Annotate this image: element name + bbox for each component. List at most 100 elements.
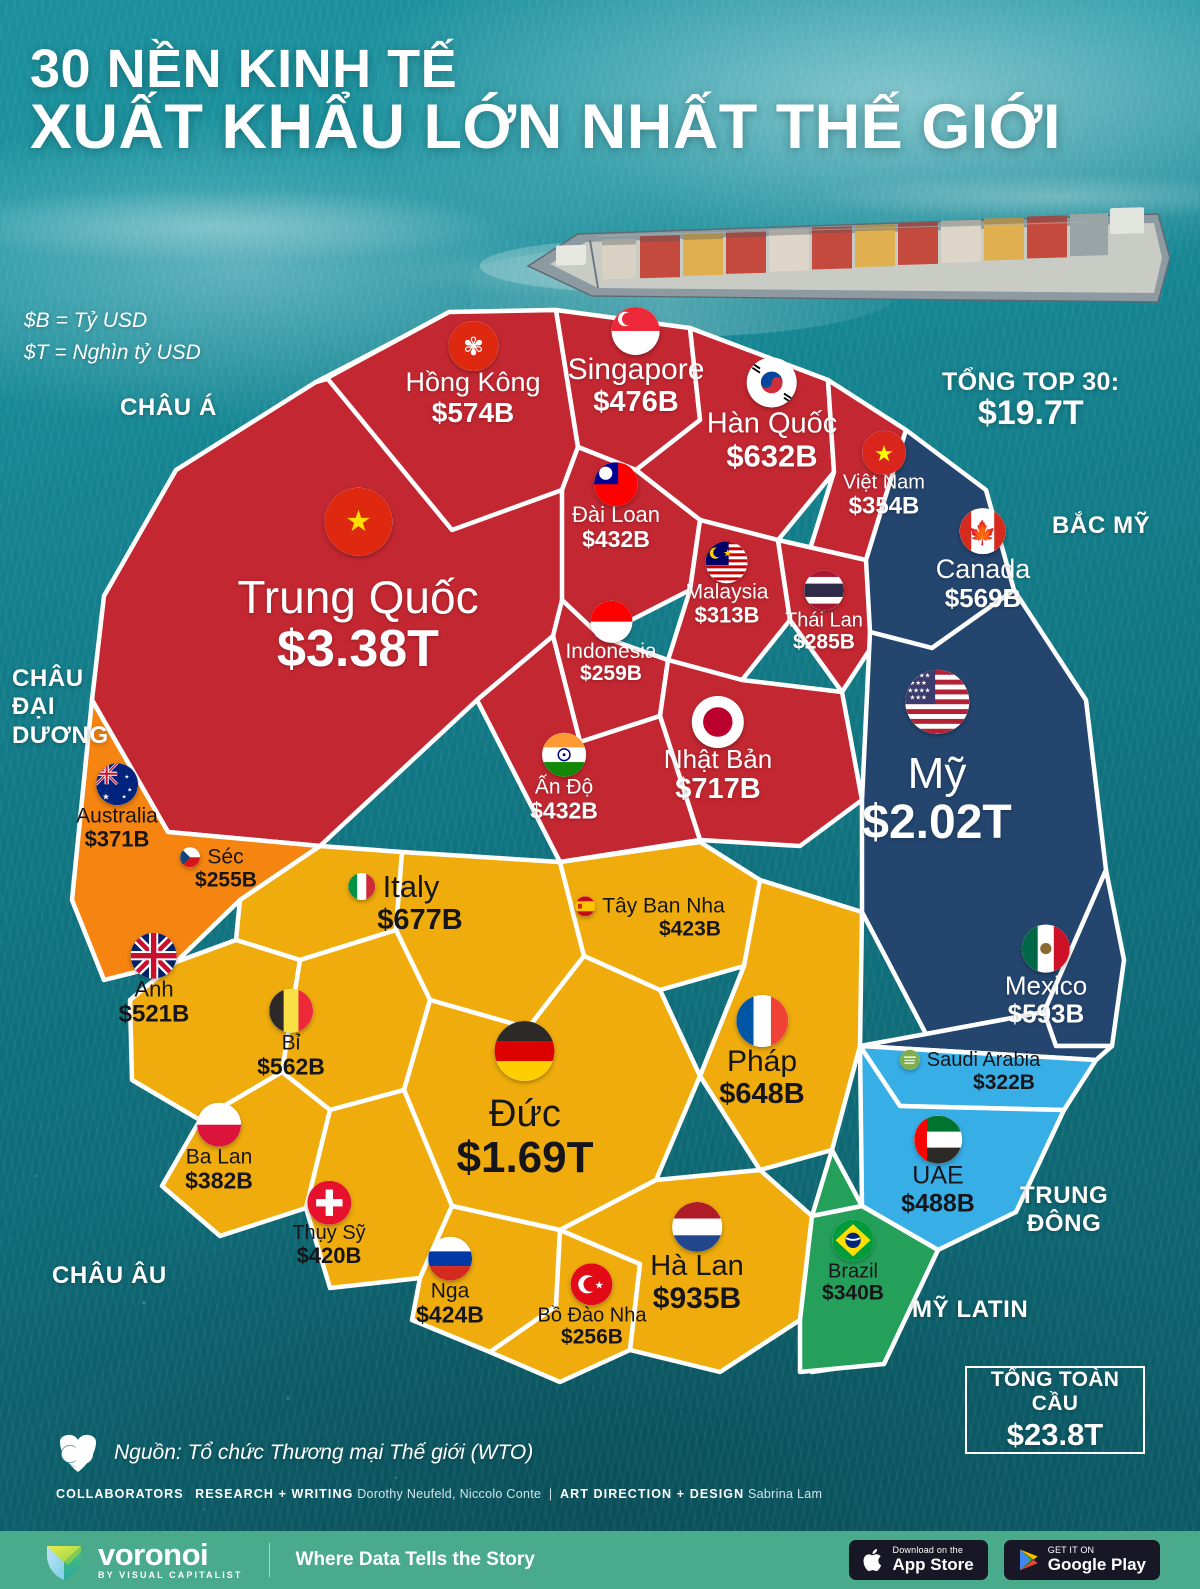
country-name: Hồng Kông xyxy=(405,367,541,398)
country-cell-bi[interactable]: Bỉ $562B xyxy=(257,988,325,1079)
country-cell-trung-quoc[interactable]: ★ Trung Quốc $3.38T xyxy=(237,487,479,677)
country-cell-mexico[interactable]: Mexico $593B xyxy=(1005,924,1087,1029)
country-value: $935B xyxy=(652,1281,742,1315)
collaborators-row: COLLABORATORS RESEARCH + WRITING Dorothy… xyxy=(56,1487,822,1501)
country-value: $432B xyxy=(530,798,598,825)
country-name: Thụy Sỹ xyxy=(292,1221,366,1244)
country-cell-nga[interactable]: Nga $424B xyxy=(416,1236,484,1329)
country-cell-thai-lan[interactable]: Thái Lan $285B xyxy=(785,570,863,653)
country-name: Singapore xyxy=(567,352,705,386)
voronoi-brand[interactable]: voronoi BY VISUAL CAPITALIST xyxy=(42,1538,243,1582)
country-name: Indonesia xyxy=(565,639,657,663)
app-store-line2: App Store xyxy=(892,1554,974,1574)
research-names: Dorothy Neufeld, Niccolo Conte xyxy=(357,1487,542,1501)
country-cell-canada[interactable]: 🍁 Canada $569B xyxy=(935,508,1031,612)
app-store-button[interactable]: Download on the App Store xyxy=(848,1540,988,1580)
country-name: Italy xyxy=(382,868,440,904)
country-cell-australia[interactable]: ★ ★ ★ ★ Australia $371B xyxy=(76,763,158,851)
country-cell-han-quoc[interactable]: Hàn Quốc $632B xyxy=(706,357,838,472)
google-play-button[interactable]: GET IT ON Google Play xyxy=(1003,1540,1160,1580)
country-cell-nhat-ban[interactable]: Nhật Bản $717B xyxy=(664,696,772,805)
country-cell-singapore[interactable]: Singapore $476B xyxy=(567,306,705,418)
country-value: $476B xyxy=(593,385,679,418)
flag-icon-czechia xyxy=(180,846,201,867)
flag-icon-spain xyxy=(575,895,596,916)
country-value: $1.69T xyxy=(456,1132,594,1182)
country-value: $432B xyxy=(582,526,650,553)
country-name: Nga xyxy=(430,1279,470,1303)
legend-trillion: $T = Nghìn tỷ USD xyxy=(24,340,201,364)
country-cell-tay-ban-nha[interactable]: Tây Ban Nha $423B xyxy=(575,895,725,941)
svg-text:✹: ✹ xyxy=(601,468,611,481)
flag-icon-italy xyxy=(348,873,376,901)
country-name: Australia xyxy=(76,804,158,828)
svg-text:★: ★ xyxy=(595,1279,605,1291)
flag-icon-india xyxy=(542,732,586,777)
country-name: Hà Lan xyxy=(650,1249,744,1282)
voronoi-cells xyxy=(69,307,1127,1385)
brand-divider xyxy=(268,1543,270,1577)
country-cell-malaysia[interactable]: ★ Malaysia $313B xyxy=(685,541,769,628)
country-value: $424B xyxy=(416,1302,484,1329)
country-value: $423B xyxy=(659,917,721,941)
flag-icon-japan xyxy=(692,696,744,749)
country-name: Saudi Arabia xyxy=(926,1048,1041,1071)
country-cell-ba-lan[interactable]: Ba Lan $382B xyxy=(185,1102,253,1193)
country-cell-anh[interactable]: Anh $521B xyxy=(119,932,189,1027)
country-value: $648B xyxy=(719,1077,805,1110)
country-cell-bo-dao-nha[interactable]: ★ Bồ Đào Nha $256B xyxy=(537,1263,647,1348)
country-value: $717B xyxy=(675,772,761,805)
voronoi-logo-icon xyxy=(47,1546,81,1580)
collab-separator: | xyxy=(548,1487,553,1501)
svg-text:★: ★ xyxy=(724,549,733,560)
country-name: Malaysia xyxy=(685,580,769,604)
country-cell-italy[interactable]: Italy $677B xyxy=(348,868,463,935)
country-cell-phap[interactable]: Pháp $648B xyxy=(719,994,805,1110)
country-cell-dai-loan[interactable]: ✹ Đài Loan $432B xyxy=(572,462,660,553)
app-store-line1: Download on the xyxy=(892,1545,964,1556)
flag-icon-china: ★ xyxy=(324,487,392,556)
flag-icon-usa: ★★★★ ★★★ ★★★★ ★★★ xyxy=(905,669,969,734)
country-name: Canada xyxy=(935,554,1031,585)
continent-label-europe: CHÂU ÂU xyxy=(52,1262,167,1289)
visual-capitalist-logo-icon xyxy=(60,1434,96,1472)
country-name: Hàn Quốc xyxy=(706,407,838,440)
google-play-icon xyxy=(1019,1549,1038,1571)
country-value: $322B xyxy=(973,1071,1035,1095)
country-value: $354B xyxy=(848,493,920,521)
title-line-1: 30 NỀN KINH TẾ xyxy=(30,39,458,99)
global-total-value: $23.8T xyxy=(1006,1416,1104,1452)
continent-label-middle-east: TRUNG ĐÔNG xyxy=(1020,1182,1109,1238)
flag-icon-russia xyxy=(428,1236,472,1281)
svg-text:★: ★ xyxy=(127,786,132,793)
country-cell-my[interactable]: ★★★★ ★★★ ★★★★ ★★★ Mỹ $2.02T xyxy=(862,669,1012,848)
country-cell-viet-nam[interactable]: ★ Việt Nam $354B xyxy=(843,430,925,521)
country-name: Bồ Đào Nha xyxy=(537,1304,647,1327)
country-cell-hong-kong[interactable]: ✾ Hồng Kông $574B xyxy=(405,321,541,427)
unit-legend: $B = Tỷ USD $T = Nghìn tỷ USD xyxy=(24,305,201,368)
country-cell-an-do[interactable]: Ấn Độ $432B xyxy=(530,732,598,825)
country-value: $313B xyxy=(694,602,760,628)
flag-icon-indonesia xyxy=(589,600,632,643)
cell-thai-lan[interactable] xyxy=(775,537,879,695)
flag-icon-saudi xyxy=(899,1049,920,1070)
svg-text:★: ★ xyxy=(124,774,129,781)
country-cell-uae[interactable]: UAE $488B xyxy=(901,1115,975,1216)
country-value: $593B xyxy=(1007,998,1085,1029)
continent-label-latin-america: MỸ LATIN xyxy=(912,1296,1029,1323)
country-cell-brazil[interactable]: Brazil $340B xyxy=(822,1219,884,1304)
country-cell-sec[interactable]: Séc $255B xyxy=(180,846,257,891)
country-cell-thuy-sy[interactable]: Thụy Sỹ $420B xyxy=(292,1180,366,1267)
flag-icon-poland xyxy=(197,1102,241,1147)
source-row: Nguồn: Tổ chức Thương mại Thế giới (WTO) xyxy=(56,1432,533,1474)
country-cell-saudi-arabia[interactable]: Saudi Arabia $322B xyxy=(899,1049,1040,1095)
country-cell-duc[interactable]: Đức $1.69T xyxy=(456,1021,594,1182)
country-cell-ha-lan[interactable]: Hà Lan $935B xyxy=(650,1201,744,1315)
svg-text:🍁: 🍁 xyxy=(969,519,998,546)
google-play-line2: Google Play xyxy=(1047,1554,1146,1574)
country-cell-indonesia[interactable]: Indonesia $259B xyxy=(565,600,657,685)
global-total-box: TỔNG TOÀN CẦU $23.8T xyxy=(965,1366,1145,1454)
svg-text:✾: ✾ xyxy=(463,333,484,361)
brand-tagline: Where Data Tells the Story xyxy=(295,1549,535,1570)
